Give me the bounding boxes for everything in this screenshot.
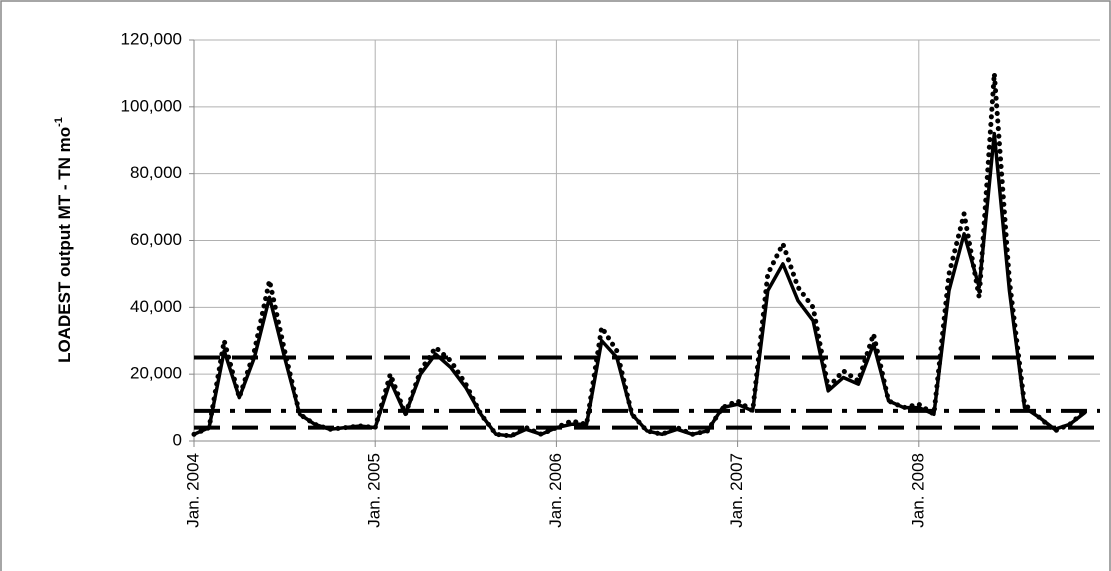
y-tick-label: 100,000 xyxy=(121,96,182,115)
x-tick-label: Jan. 2004 xyxy=(183,453,202,528)
y-tick-label: 80,000 xyxy=(130,163,182,182)
y-axis-title: LOADEST output MT - TN mo-1 xyxy=(53,117,75,363)
y-tick-label: 0 xyxy=(173,430,182,449)
data-line xyxy=(191,70,1088,439)
y-tick-label: 40,000 xyxy=(130,297,182,316)
y-axis-title-text: LOADEST output MT - TN mo xyxy=(55,127,74,363)
y-tick-label: 20,000 xyxy=(130,364,182,383)
x-tick-label: Jan. 2005 xyxy=(365,453,384,528)
x-tick-label: Jan. 2007 xyxy=(727,453,746,528)
x-tick-label: Jan. 2008 xyxy=(908,453,927,528)
y-tick-label: 120,000 xyxy=(121,29,182,48)
data-line xyxy=(192,131,1087,438)
y-tick-label: 60,000 xyxy=(130,230,182,249)
x-tick-label: Jan. 2006 xyxy=(546,453,565,528)
y-axis-title-sup: -1 xyxy=(53,117,65,127)
